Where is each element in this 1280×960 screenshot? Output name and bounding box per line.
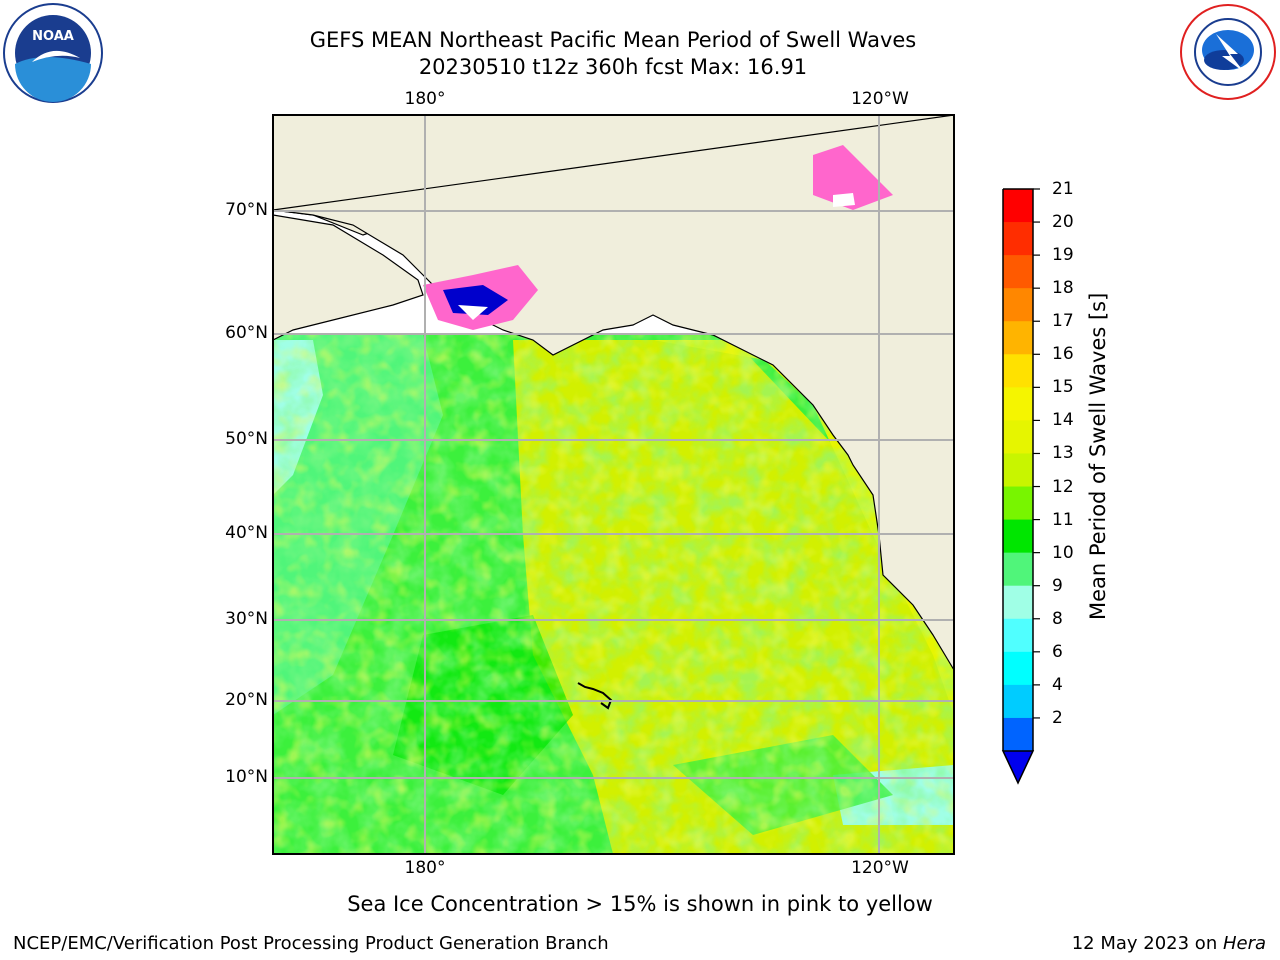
sea-ice-canada — [813, 145, 893, 210]
noaa-logo-icon: NOAA — [3, 3, 103, 103]
colorbar-tick-label: 9 — [1052, 575, 1063, 596]
colorbar-tick-label: 16 — [1052, 344, 1074, 365]
x-tick-bottom-120w: 120°W — [851, 858, 909, 878]
noaa-logo-text: NOAA — [32, 29, 74, 44]
x-tick-top-180: 180° — [404, 89, 446, 109]
x-tick-top-120w: 120°W — [851, 89, 909, 109]
colorbar-tick-label: 12 — [1052, 476, 1074, 497]
colorbar-segment — [1003, 288, 1033, 322]
footer-date-text: 12 May 2023 on — [1071, 933, 1223, 954]
colorbar-segment — [1003, 189, 1033, 223]
colorbar-segment — [1003, 321, 1033, 355]
colorbar-tick-label: 20 — [1052, 212, 1074, 233]
y-tick-30n: 30°N — [225, 609, 268, 629]
y-tick-10n: 10°N — [225, 767, 268, 787]
colorbar-tick-label: 8 — [1052, 608, 1063, 629]
colorbar-segment — [1003, 387, 1033, 421]
x-tick-bottom-180: 180° — [404, 858, 446, 878]
y-tick-20n: 20°N — [225, 690, 268, 710]
colorbar-tick-label: 17 — [1052, 311, 1074, 332]
colorbar-tick-label: 13 — [1052, 443, 1074, 464]
colorbar-label: Mean Period of Swell Waves [s] — [1086, 292, 1110, 620]
colorbar-segment — [1003, 651, 1033, 686]
colorbar-segment — [1003, 354, 1033, 388]
map-frame — [272, 114, 955, 855]
colorbar-segment — [1003, 255, 1033, 289]
north-america-land — [273, 115, 954, 672]
footer-date: 12 May 2023 on Hera — [1072, 933, 1266, 955]
colorbar-tick-label: 2 — [1052, 707, 1063, 728]
y-tick-40n: 40°N — [225, 523, 268, 543]
colorbar-segment — [1003, 420, 1033, 454]
colorbar-segment — [1003, 717, 1033, 752]
colorbar-segment — [1003, 486, 1033, 521]
colorbar-extend-arrow — [1001, 750, 1035, 785]
colorbar-tick-label: 15 — [1052, 377, 1074, 398]
colorbar-segment — [1003, 618, 1033, 653]
chart-subtitle: 20230510 t12z 360h fcst Max: 16.91 — [418, 55, 808, 79]
colorbar-tick-label: 11 — [1052, 509, 1074, 530]
colorbar-tick-label: 14 — [1052, 410, 1074, 431]
y-tick-60n: 60°N — [225, 323, 268, 343]
colorbar-segment — [1003, 519, 1033, 554]
nws-logo-icon — [1180, 4, 1276, 100]
chart-title: GEFS MEAN Northeast Pacific Mean Period … — [309, 28, 917, 52]
sea-ice-note: Sea Ice Concentration > 15% is shown in … — [347, 892, 933, 916]
graticule — [273, 115, 954, 854]
colorbar-segment — [1003, 453, 1033, 488]
colorbar-tick-label: 19 — [1052, 245, 1074, 266]
swell-period-map[interactable] — [272, 114, 955, 855]
colorbar-segment — [1003, 585, 1033, 620]
colorbar — [1001, 188, 1040, 785]
colorbar-tick-label: 4 — [1052, 674, 1063, 695]
footer-machine: Hera — [1222, 933, 1266, 954]
y-tick-70n: 70°N — [225, 200, 268, 220]
footer-credit: NCEP/EMC/Verification Post Processing Pr… — [13, 933, 609, 954]
colorbar-tick-label: 18 — [1052, 278, 1074, 299]
colorbar-tick-label: 6 — [1052, 641, 1063, 662]
colorbar-segment — [1003, 222, 1033, 256]
y-tick-50n: 50°N — [225, 429, 268, 449]
colorbar-tick-label: 21 — [1052, 179, 1074, 199]
hawaii-islands — [577, 682, 613, 710]
colorbar-segment — [1003, 684, 1033, 719]
colorbar-segment — [1003, 552, 1033, 587]
colorbar-tick-label: 10 — [1052, 542, 1074, 563]
